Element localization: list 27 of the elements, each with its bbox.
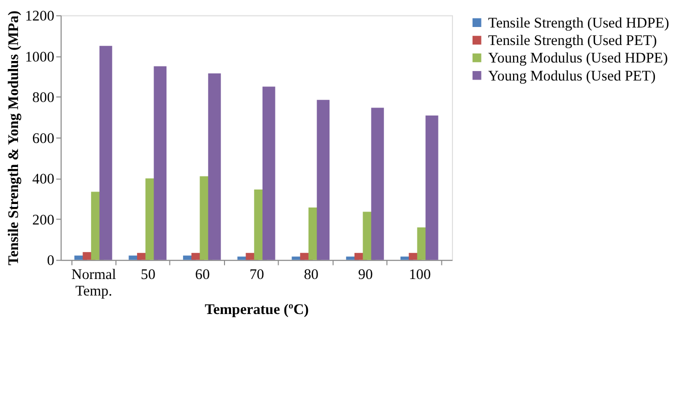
y-axis-title: Tensile Strength & Yong Modulus (MPa) (6, 10, 22, 266)
bar (208, 73, 221, 260)
x-axis-title: Temperatue (ºC) (204, 302, 309, 318)
y-tick-label: 600 (32, 130, 54, 147)
y-tick-label: 800 (32, 90, 54, 106)
legend-label: Tensile Strength (Used HDPE) (488, 16, 670, 32)
legend-label: Young Modulus (Used HDPE) (488, 50, 668, 67)
bar (99, 46, 112, 260)
x-tick-label: 100 (408, 266, 431, 283)
bar (154, 66, 167, 260)
legend-label: Tensile Strength (Used PET) (488, 33, 657, 50)
x-tick-label: 90 (358, 266, 373, 283)
y-tick-label: 400 (32, 172, 54, 188)
x-tick-label: 70 (249, 266, 264, 283)
x-tick-label: Normal Temp. (71, 266, 116, 300)
bar (316, 100, 330, 260)
x-tick-label: 60 (195, 266, 210, 283)
bar (371, 108, 384, 260)
y-tick-label: 200 (32, 212, 54, 228)
y-tick-label: 1200 (24, 8, 54, 25)
bar (426, 116, 438, 260)
y-tick-label: 0 (46, 253, 54, 270)
x-tick-label: 80 (304, 266, 318, 283)
bar (262, 86, 276, 260)
y-tick-label: 1000 (24, 49, 54, 66)
x-tick-label: 50 (140, 266, 156, 283)
legend-label: Young Modulus (Used PET) (488, 68, 656, 84)
